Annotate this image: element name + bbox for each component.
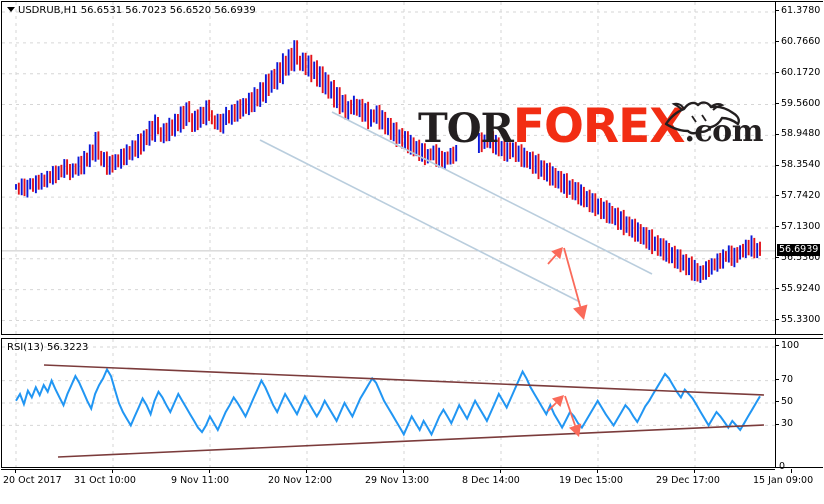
symbol-label[interactable]: USDRUB,H1 56.6531 56.7023 56.6520 56.693…	[7, 5, 256, 16]
price-axis-tick: 55.3300	[775, 314, 820, 325]
chevron-down-icon[interactable]	[7, 6, 15, 12]
rsi-y-axis: 100 70 50 30	[775, 338, 824, 468]
price-chart-panel[interactable]: USDRUB,H1 56.6531 56.7023 56.6520 56.693…	[1, 1, 823, 335]
price-axis-line	[775, 1, 776, 335]
time-axis-label: 29 Dec 17:00	[656, 475, 720, 486]
rsi-label: RSI(13) 56.3223	[7, 342, 89, 353]
time-axis-tick	[791, 469, 792, 473]
watermark-tor-text: TOR	[418, 104, 514, 152]
rsi-forecast-arrow-up	[547, 395, 564, 412]
axis-zero-label: 0	[779, 461, 786, 472]
price-axis-tick: 58.9480	[775, 129, 820, 139]
time-axis-label: 19 Dec 15:00	[559, 475, 623, 486]
rsi-plot-area[interactable]	[2, 339, 776, 467]
rsi-axis-line	[775, 338, 776, 468]
time-axis-label: 31 Oct 10:00	[74, 475, 136, 486]
time-axis-label: 29 Nov 13:00	[365, 475, 430, 486]
rsi-axis-tick: 70	[775, 374, 793, 385]
price-axis-tick: 60.1720	[775, 67, 820, 78]
current-price-tag: 56.6939	[777, 243, 821, 256]
time-axis-line	[1, 469, 775, 470]
time-axis-tick	[209, 469, 210, 473]
forecast-arrow-up	[547, 247, 563, 265]
time-axis-label: 20 Oct 2017	[3, 475, 62, 486]
time-axis-tick	[403, 469, 404, 473]
rsi-axis-tick: 30	[775, 419, 793, 429]
time-axis-tick	[306, 469, 307, 473]
torforex-watermark-logo: TOR FOREX .com	[418, 99, 763, 154]
time-axis-label: 15 Jan 09:00	[753, 475, 814, 486]
time-axis-label: 20 Nov 12:00	[268, 475, 333, 486]
price-axis-tick: 57.7420	[775, 191, 820, 201]
time-axis-tick	[694, 469, 695, 473]
price-axis-tick: 57.1300	[775, 222, 820, 232]
forecast-arrow-down	[563, 247, 588, 320]
price-plot-area[interactable]	[2, 2, 776, 334]
rsi-forecast-arrow-down	[564, 395, 582, 437]
price-chart-canvas	[2, 2, 776, 334]
watermark-forex-text: FOREX	[512, 99, 686, 154]
price-axis-tick: 61.3780	[775, 6, 820, 16]
bull-icon	[664, 101, 740, 135]
time-axis-label: 9 Nov 11:00	[171, 475, 230, 486]
price-axis-tick: 58.3540	[775, 160, 820, 170]
price-axis-tick: 55.9240	[775, 283, 820, 294]
time-axis-tick	[112, 469, 113, 473]
symbol-ohlc-text: USDRUB,H1 56.6531 56.7023 56.6520 56.693…	[18, 5, 256, 16]
price-y-axis: 61.3780 60.7660 60.1720 59.5600 58.9480 58.35…	[775, 1, 824, 335]
time-axis-label: 8 Dec 14:00	[462, 475, 520, 486]
rsi-indicator-panel[interactable]: RSI(13) 56.3223	[1, 338, 823, 468]
price-axis-tick: 59.5600	[775, 98, 820, 109]
rsi-axis-tick: 100	[775, 341, 799, 351]
time-axis-tick	[15, 469, 16, 473]
time-axis: 20 Oct 2017 31 Oct 10:00 9 Nov 11:00 20 Nov…	[1, 461, 823, 503]
time-axis-tick	[500, 469, 501, 473]
rsi-axis-tick: 50	[775, 397, 793, 407]
price-axis-tick: 56.5360	[775, 253, 820, 263]
time-axis-tick	[597, 469, 598, 473]
rsi-chart-canvas	[2, 339, 776, 467]
price-axis-tick: 60.7660	[775, 37, 820, 47]
